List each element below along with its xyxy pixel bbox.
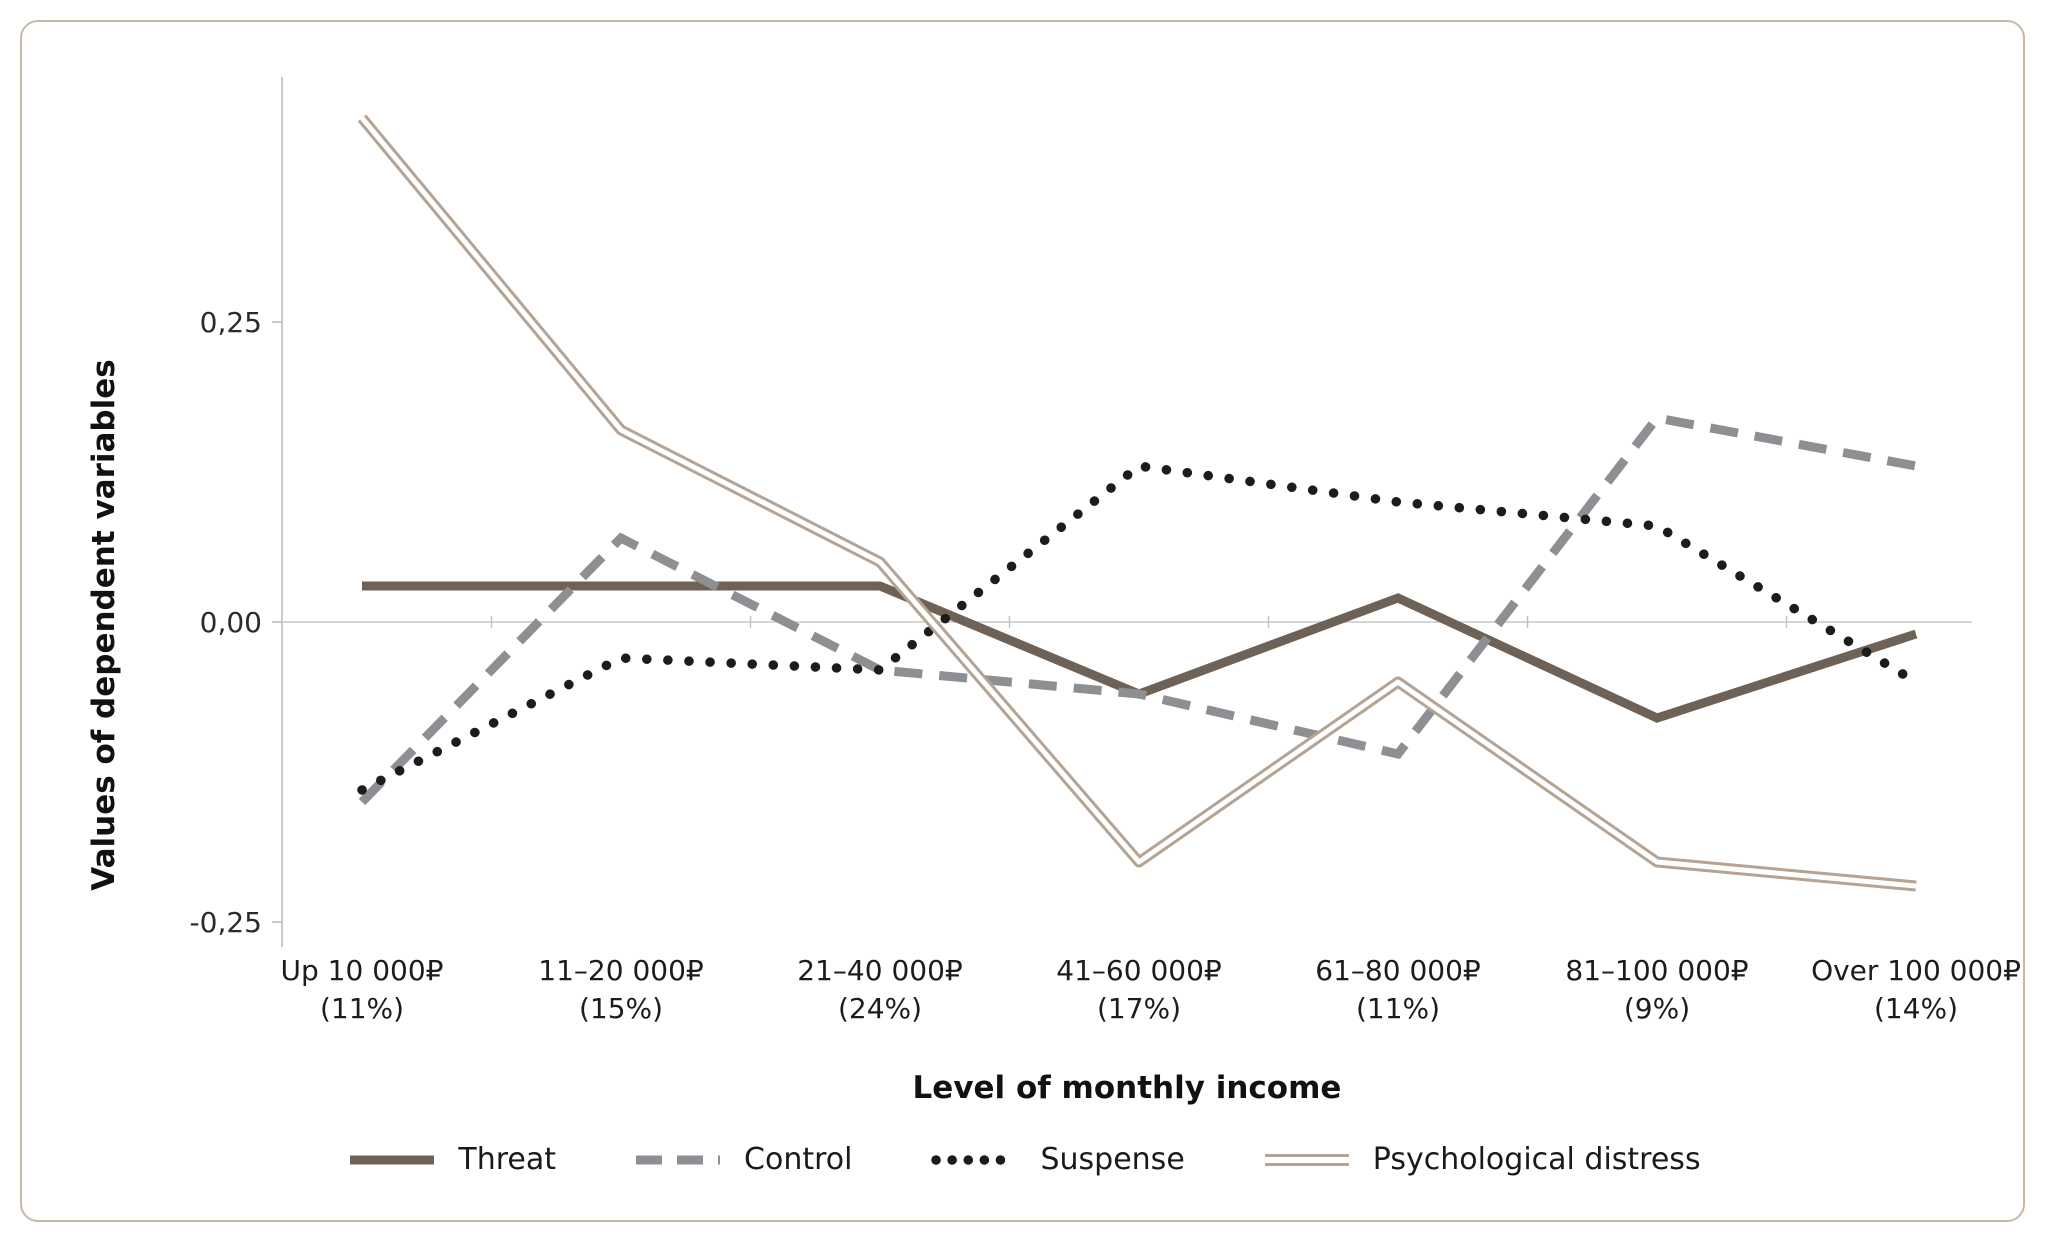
x-category-label: 81–100 000₽ bbox=[1565, 954, 1748, 987]
legend-label-control: Control bbox=[744, 1142, 853, 1177]
y-axis-title: Values of dependent variables bbox=[86, 359, 122, 891]
x-category-share: (9%) bbox=[1624, 992, 1690, 1025]
legend-item-control: Control bbox=[634, 1142, 852, 1177]
psych-distress-line-sample bbox=[1264, 1153, 1349, 1166]
legend-label-threat: Threat bbox=[458, 1142, 557, 1177]
x-category-label: Up 10 000₽ bbox=[281, 954, 444, 987]
suspense-line-sample bbox=[931, 1154, 1019, 1165]
x-category-label: Over 100 000₽ bbox=[1811, 954, 2021, 987]
x-category-label: 11–20 000₽ bbox=[538, 954, 703, 987]
series-line-control bbox=[358, 413, 1917, 806]
x-category-share: (15%) bbox=[579, 992, 663, 1025]
x-category-share: (11%) bbox=[1356, 992, 1440, 1025]
series-line-psychological-distress bbox=[357, 114, 1917, 892]
legend-label-suspense: Suspense bbox=[1040, 1142, 1185, 1177]
legend-item-psych-distress: Psychological distress bbox=[1263, 1142, 1701, 1177]
x-category-share: (24%) bbox=[838, 992, 922, 1025]
control-line-sample bbox=[636, 1155, 721, 1164]
legend-item-suspense: Suspense bbox=[930, 1142, 1185, 1177]
x-axis-title: Level of monthly income bbox=[912, 1070, 1342, 1106]
legend-item-threat: Threat bbox=[348, 1142, 556, 1177]
y-tick-label: -0,25 bbox=[190, 906, 262, 939]
line-chart: 0,25 0,00 -0,25 Up 10 000₽ (11%) 11–20 000₽ (1… bbox=[190, 77, 2021, 1025]
y-tick-label: 0,00 bbox=[200, 606, 262, 639]
x-category-label: 61–80 000₽ bbox=[1315, 954, 1480, 987]
series-line-psychological-distress-core bbox=[360, 116, 1917, 889]
x-category-label: 21–40 000₽ bbox=[797, 954, 962, 987]
x-category-share: (11%) bbox=[320, 992, 404, 1025]
x-category-label: 41–60 000₽ bbox=[1056, 954, 1221, 987]
x-category-share: (17%) bbox=[1097, 992, 1181, 1025]
chart-frame: 0,25 0,00 -0,25 Up 10 000₽ (11%) 11–20 000₽ (1… bbox=[20, 20, 2025, 1222]
legend-label-psych-distress: Psychological distress bbox=[1372, 1142, 1701, 1177]
series-line-suspense bbox=[357, 461, 1921, 795]
x-category-share: (14%) bbox=[1874, 992, 1958, 1025]
threat-line-sample bbox=[350, 1155, 435, 1164]
y-tick-label: 0,25 bbox=[200, 306, 262, 339]
legend: Threat Control Suspense Psychological di… bbox=[22, 1142, 2023, 1177]
